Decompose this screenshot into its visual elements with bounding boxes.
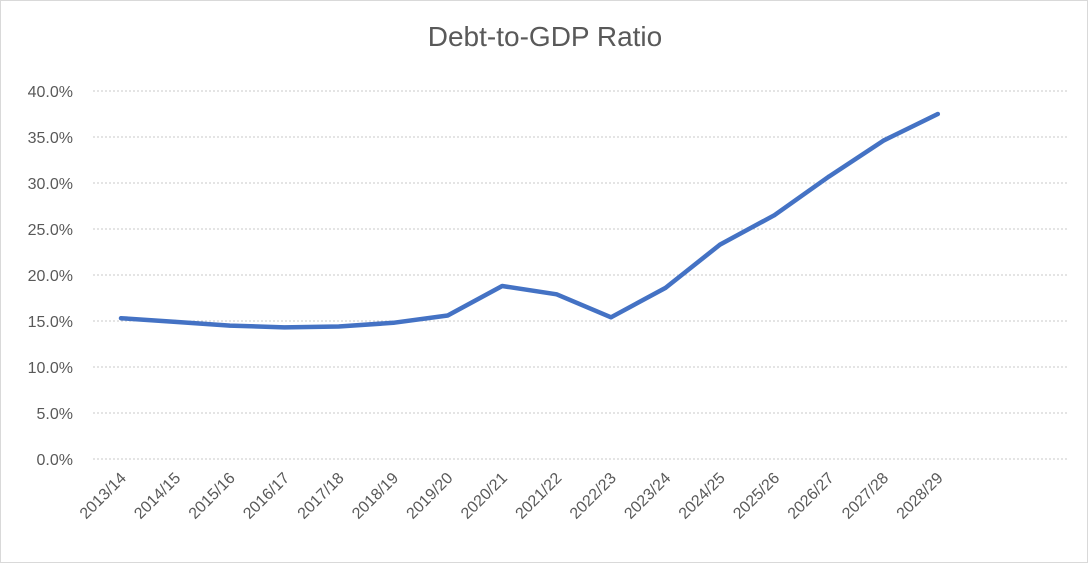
data-point xyxy=(609,315,614,320)
data-point xyxy=(554,292,559,297)
data-point xyxy=(173,319,178,324)
y-axis-ticks: 0.0% 5.0% 10.0% 15.0% 20.0% 25.0% 30.0% 35.0% 40… xyxy=(28,84,73,469)
gridlines xyxy=(93,90,1067,460)
data-point xyxy=(772,213,777,218)
data-point xyxy=(119,316,123,321)
data-point xyxy=(663,285,668,290)
y-tick-label: 15.0% xyxy=(28,314,73,331)
x-tick-label: 2023/24 xyxy=(621,470,674,523)
y-tick-label: 5.0% xyxy=(37,406,73,423)
y-tick-label: 30.0% xyxy=(28,176,73,193)
x-tick-label: 2021/22 xyxy=(513,470,566,523)
series-line xyxy=(118,111,941,330)
x-tick-label: 2014/15 xyxy=(131,470,184,523)
x-tick-label: 2017/18 xyxy=(295,470,348,523)
x-tick-label: 2015/16 xyxy=(186,470,239,523)
data-point xyxy=(227,323,232,328)
x-tick-label: 2026/27 xyxy=(785,470,838,523)
data-point xyxy=(826,174,831,179)
x-tick-label: 2018/19 xyxy=(349,470,402,523)
data-point xyxy=(717,242,722,247)
y-tick-label: 0.0% xyxy=(37,452,73,469)
x-axis-ticks: 2013/14 2014/15 2015/16 2016/17 2017/18 2018/… xyxy=(77,470,947,523)
y-tick-label: 35.0% xyxy=(28,130,73,147)
data-point xyxy=(881,138,886,143)
y-tick-label: 40.0% xyxy=(28,84,73,101)
y-tick-label: 10.0% xyxy=(28,360,73,377)
data-point xyxy=(282,325,287,330)
x-tick-label: 2013/14 xyxy=(77,470,130,523)
series-layer xyxy=(118,111,941,330)
x-tick-label: 2025/26 xyxy=(730,470,783,523)
chart-title: Debt-to-GDP Ratio xyxy=(427,21,663,52)
x-tick-label: 2020/21 xyxy=(458,470,511,523)
x-tick-label: 2027/28 xyxy=(839,470,892,523)
x-tick-label: 2022/23 xyxy=(567,470,620,523)
data-point xyxy=(935,112,940,116)
y-tick-label: 20.0% xyxy=(28,268,73,285)
x-tick-label: 2019/20 xyxy=(404,470,457,523)
data-point xyxy=(391,320,396,325)
data-point xyxy=(336,324,341,329)
y-tick-label: 25.0% xyxy=(28,222,73,239)
x-tick-label: 2024/25 xyxy=(676,470,729,523)
x-tick-label: 2028/29 xyxy=(894,470,947,523)
x-tick-label: 2016/17 xyxy=(240,470,293,523)
data-point xyxy=(445,313,450,318)
data-point xyxy=(500,284,505,289)
